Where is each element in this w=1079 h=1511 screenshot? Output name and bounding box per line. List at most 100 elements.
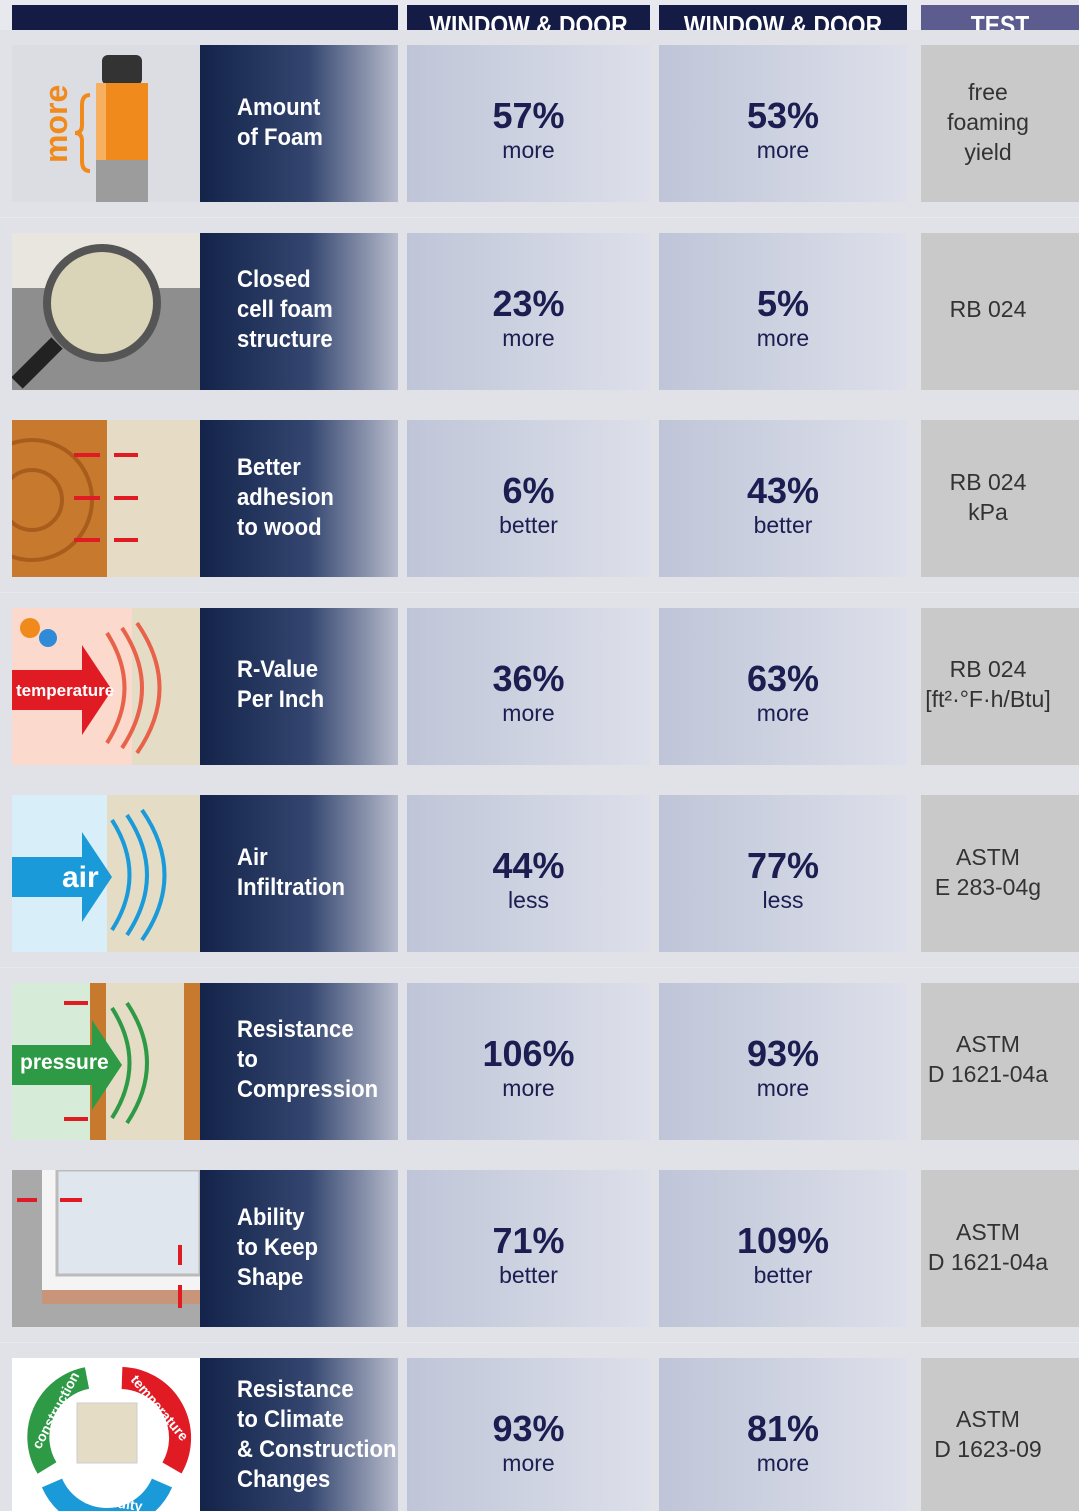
value-note: more — [659, 137, 907, 164]
label-line: Ability — [237, 1204, 304, 1232]
value: 43% — [659, 470, 907, 512]
value-cell: 57%more — [407, 45, 650, 202]
value: 63% — [659, 658, 907, 700]
comparison-table: WINDOW & DOORSTRAW FOAMWINDOW & DOORGUN … — [0, 0, 1079, 1511]
value-cell: 81%more — [659, 1358, 907, 1511]
method-cell: RB 024 [ft²·°F·h/Btu] — [921, 608, 1079, 765]
method-cell: free foaming yield — [921, 45, 1079, 202]
label-line: Infiltration — [237, 874, 345, 902]
label-line: Better — [237, 454, 301, 482]
value-note: better — [407, 1262, 650, 1289]
row-icon — [12, 1170, 200, 1327]
method-cell: ASTM D 1621-04a — [921, 1170, 1079, 1327]
method-line: yield — [921, 139, 1055, 166]
label-line: Amount — [237, 94, 320, 122]
method-line: foaming — [921, 109, 1055, 136]
method-line: RB 024 — [921, 469, 1055, 496]
method-line: [ft²·°F·h/Btu] — [921, 686, 1055, 713]
label-line: cell foam — [237, 296, 333, 324]
value-cell: 77%less — [659, 795, 907, 952]
method-line: ASTM — [921, 844, 1055, 871]
label-line: & Construction — [237, 1436, 396, 1464]
value-note: more — [659, 325, 907, 352]
value-cell: 44%less — [407, 795, 650, 952]
label-line: to Climate — [237, 1406, 344, 1434]
value-cell: 93%more — [659, 983, 907, 1140]
row-icon: more — [12, 45, 200, 202]
label-line: Closed — [237, 266, 311, 294]
method-line: D 1623-09 — [921, 1436, 1055, 1463]
value-note: better — [659, 512, 907, 539]
value: 36% — [407, 658, 650, 700]
value: 53% — [659, 95, 907, 137]
value: 5% — [659, 283, 907, 325]
method-cell: RB 024 — [921, 233, 1079, 390]
icon-label: pressure — [20, 1051, 109, 1074]
value-note: better — [659, 1262, 907, 1289]
label-line: of Foam — [237, 124, 323, 152]
method-line: ASTM — [921, 1219, 1055, 1246]
method-line: D 1621-04a — [921, 1061, 1055, 1088]
method-line: ASTM — [921, 1406, 1055, 1433]
value: 93% — [407, 1408, 650, 1450]
value: 23% — [407, 283, 650, 325]
label-line: adhesion — [237, 484, 334, 512]
label-line: structure — [237, 326, 333, 354]
label-line: to Keep — [237, 1234, 318, 1262]
value: 57% — [407, 95, 650, 137]
label-line: Compression — [237, 1076, 378, 1104]
value-note: more — [659, 1450, 907, 1477]
method-line: free — [921, 79, 1055, 106]
icon-label: air — [62, 861, 99, 894]
row-icon — [12, 233, 200, 390]
value-cell: 36%more — [407, 608, 650, 765]
value-note: less — [407, 887, 650, 914]
icon-label: more — [38, 85, 74, 163]
value-note: more — [407, 325, 650, 352]
label-line: Resistance — [237, 1016, 354, 1044]
method-line: D 1621-04a — [921, 1249, 1055, 1276]
value: 44% — [407, 845, 650, 887]
value-note: better — [407, 512, 650, 539]
value: 93% — [659, 1033, 907, 1075]
label-line: Shape — [237, 1264, 303, 1292]
label-line: to wood — [237, 514, 322, 542]
value: 109% — [659, 1220, 907, 1262]
value-note: more — [407, 137, 650, 164]
label-line: Resistance — [237, 1376, 354, 1404]
value-cell: 5%more — [659, 233, 907, 390]
value-cell: 63%more — [659, 608, 907, 765]
method-line: E 283-04g — [921, 874, 1055, 901]
value: 71% — [407, 1220, 650, 1262]
row-icon: pressure — [12, 983, 200, 1140]
value-cell: 109%better — [659, 1170, 907, 1327]
method-line: RB 024 — [921, 656, 1055, 683]
row-icon — [12, 420, 200, 577]
label-line: Per Inch — [237, 686, 324, 714]
label-line: R-Value — [237, 656, 318, 684]
method-cell: ASTM D 1623-09 — [921, 1358, 1079, 1511]
value-cell: 106%more — [407, 983, 650, 1140]
label-line: Changes — [237, 1466, 330, 1494]
value-cell: 53%more — [659, 45, 907, 202]
method-cell: ASTM D 1621-04a — [921, 983, 1079, 1140]
value-cell: 71%better — [407, 1170, 650, 1327]
value-note: less — [659, 887, 907, 914]
method-line: ASTM — [921, 1031, 1055, 1058]
method-line: RB 024 — [921, 296, 1055, 323]
value-note: more — [407, 700, 650, 727]
value-cell: 6%better — [407, 420, 650, 577]
value-note: more — [659, 700, 907, 727]
value: 77% — [659, 845, 907, 887]
value-cell: 93%more — [407, 1358, 650, 1511]
value: 6% — [407, 470, 650, 512]
